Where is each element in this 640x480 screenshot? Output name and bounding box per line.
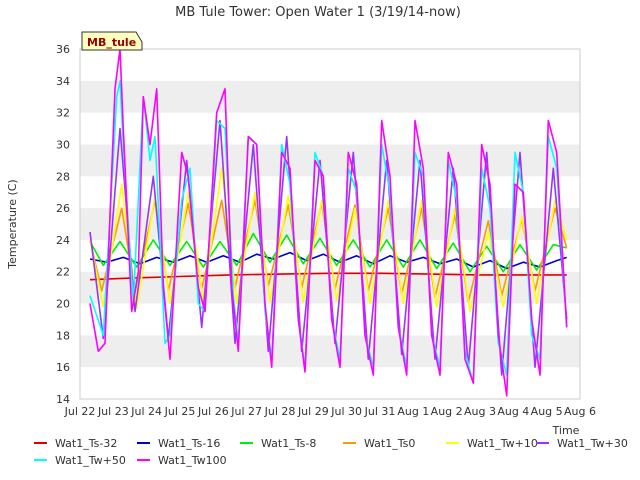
- legend-label: Wat1_Ts-16: [158, 437, 220, 450]
- x-tick-label: Jul 28: [264, 405, 296, 418]
- x-tick-label: Jul 23: [97, 405, 129, 418]
- series-group: [89, 48, 568, 397]
- x-tick-label: Jul 31: [364, 405, 396, 418]
- series-line-Wat1_Tw+10: [89, 167, 568, 313]
- grid-band: [80, 80, 580, 113]
- y-tick-label: 26: [56, 202, 70, 215]
- x-tick-label: Jul 25: [164, 405, 196, 418]
- grid-band: [80, 49, 580, 81]
- legend-label: Wat1_Tw+50: [55, 454, 126, 467]
- legend-label: Wat1_Ts-8: [261, 437, 316, 450]
- x-tick-label: Aug 5: [531, 405, 563, 418]
- y-tick-label: 22: [56, 266, 70, 279]
- legend: Wat1_Ts-32 Wat1_Ts-16 Wat1_Ts-8 Wat1_Ts0 Wat…: [34, 437, 628, 467]
- x-tick-label: Aug 1: [397, 405, 429, 418]
- y-tick-label: 34: [56, 75, 70, 88]
- station-label-box: MB_tule: [81, 31, 143, 51]
- grid-band: [80, 112, 580, 145]
- x-tick-label: Jul 22: [64, 405, 96, 418]
- y-axis: 14 16 18 20 22 24 26 28 30 32 34 36: [56, 43, 70, 406]
- plot-frame: [79, 48, 581, 400]
- grid-band: [80, 367, 580, 399]
- y-tick-label: 36: [56, 43, 70, 56]
- legend-label: Wat1_Tw100: [158, 454, 227, 467]
- y-axis-label: Temperature (C): [6, 179, 19, 269]
- grid-band: [80, 208, 580, 240]
- x-tick-label: Aug 4: [497, 405, 529, 418]
- legend-label: Wat1_Ts0: [364, 437, 415, 450]
- x-tick-label: Jul 29: [297, 405, 329, 418]
- y-tick-label: 28: [56, 170, 70, 183]
- grid-band: [80, 176, 580, 209]
- legend-label: Wat1_Ts-32: [55, 437, 117, 450]
- y-tick-label: 24: [56, 234, 70, 247]
- grid-band: [80, 335, 580, 368]
- legend-label: Wat1_Tw+10: [467, 437, 538, 450]
- y-tick-label: 30: [56, 138, 70, 151]
- y-tick-label: 14: [56, 393, 70, 406]
- grid-band: [80, 144, 580, 177]
- x-tick-label: Jul 26: [197, 405, 229, 418]
- legend-label: Wat1_Tw+30: [557, 437, 628, 450]
- x-axis-label: Time: [552, 424, 580, 437]
- y-tick-label: 20: [56, 298, 70, 311]
- station-label: MB_tule: [87, 36, 136, 49]
- x-tick-label: Jul 30: [330, 405, 362, 418]
- chart-title: MB Tule Tower: Open Water 1 (3/19/14-now…: [175, 5, 461, 20]
- series-line-Wat1_Tw100: [89, 48, 568, 397]
- x-axis: Jul 22 Jul 23 Jul 24 Jul 25 Jul 26 Jul 27 Jul …: [64, 405, 596, 418]
- x-tick-label: Aug 6: [564, 405, 596, 418]
- y-tick-label: 18: [56, 329, 70, 342]
- x-tick-label: Jul 24: [130, 405, 162, 418]
- x-tick-label: Jul 27: [230, 405, 262, 418]
- x-tick-label: Aug 2: [431, 405, 463, 418]
- y-tick-label: 32: [56, 107, 70, 120]
- y-tick-label: 16: [56, 361, 70, 374]
- x-tick-label: Aug 3: [464, 405, 496, 418]
